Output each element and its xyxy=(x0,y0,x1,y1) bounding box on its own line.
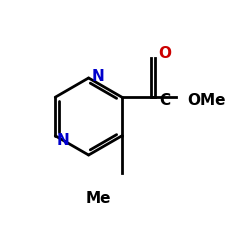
Text: O: O xyxy=(158,46,171,61)
Text: N: N xyxy=(57,133,70,148)
Text: C: C xyxy=(159,93,170,108)
Text: OMe: OMe xyxy=(187,93,226,108)
Text: Me: Me xyxy=(86,191,112,206)
Text: N: N xyxy=(92,69,104,84)
